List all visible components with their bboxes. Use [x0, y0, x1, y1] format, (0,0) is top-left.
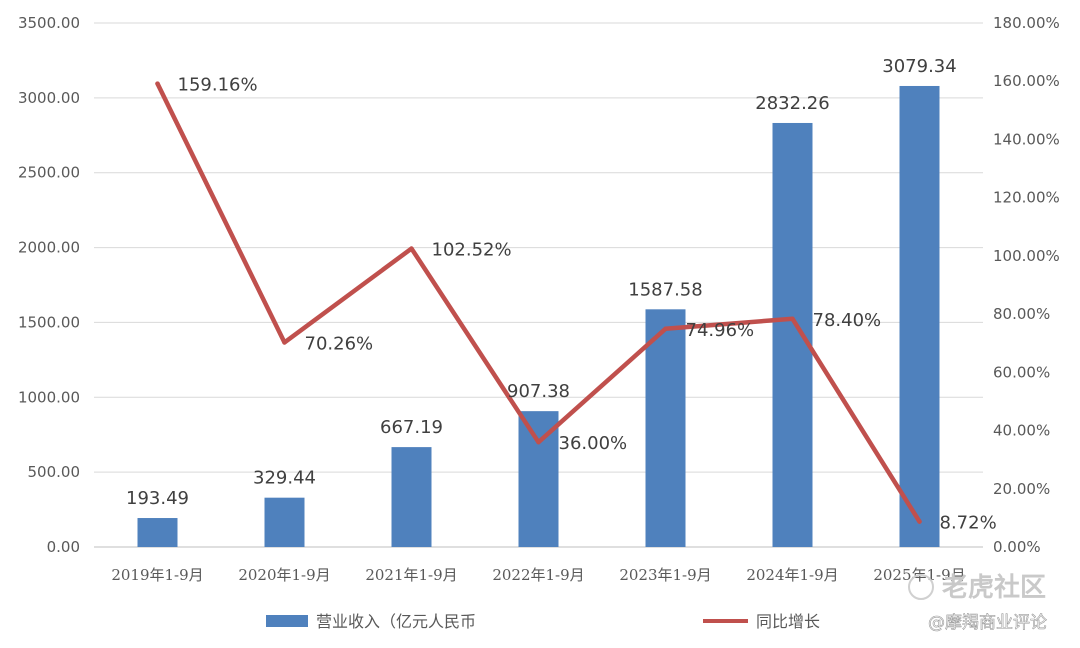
line-value-label: 70.26% [305, 333, 374, 354]
line-point [663, 326, 668, 331]
bar [518, 411, 559, 547]
line-value-label: 8.72% [940, 513, 997, 534]
bar-value-label: 667.19 [380, 417, 443, 438]
line-series [155, 81, 922, 524]
x-tick-label: 2019年1-9月 [111, 566, 203, 584]
bar-series [137, 85, 940, 547]
y-right-tick-label: 60.00% [993, 363, 1050, 381]
line-point [917, 519, 922, 524]
line-value-label: 78.40% [813, 310, 882, 331]
line-value-label: 102.52% [432, 240, 512, 261]
y-left-tick-label: 1500.00 [18, 313, 80, 331]
x-tick-label: 2024年1-9月 [746, 566, 838, 584]
x-axis: 2019年1-9月 2020年1-9月 2021年1-9月 2022年1-9月 2023… [111, 566, 965, 584]
legend: 营业收入（亿元人民币 同比增长 [266, 612, 820, 631]
y-right-tick-label: 40.00% [993, 422, 1050, 440]
bar-value-label: 3079.34 [882, 56, 956, 77]
x-tick-label: 2021年1-9月 [365, 566, 457, 584]
right-axis: 0.00% 20.00% 40.00% 60.00% 80.00% 100.00% 120.… [993, 14, 1060, 556]
y-left-tick-label: 2500.00 [18, 164, 80, 182]
bar-value-label: 193.49 [126, 488, 189, 509]
y-right-tick-label: 100.00% [993, 247, 1060, 265]
line-value-label: 159.16% [178, 75, 258, 96]
y-right-tick-label: 80.00% [993, 305, 1050, 323]
y-left-tick-label: 500.00 [28, 463, 81, 481]
legend-bar-swatch [266, 615, 308, 627]
left-axis: 0.00 500.00 1000.00 1500.00 2000.00 2500.00 30… [18, 14, 80, 556]
y-right-tick-label: 160.00% [993, 72, 1060, 90]
gridlines [94, 22, 983, 548]
line-point [409, 246, 414, 251]
line-point [155, 81, 160, 86]
y-right-tick-label: 140.00% [993, 130, 1060, 148]
data-labels: 193.49 329.44 667.19 907.38 1587.58 2832.26 30… [126, 56, 997, 534]
bar [391, 447, 432, 547]
bar [772, 122, 813, 547]
y-left-tick-label: 0.00 [47, 538, 80, 556]
watermark-logo-icon [908, 574, 934, 600]
watermark-brand: 老虎社区 [942, 572, 1046, 603]
y-right-tick-label: 180.00% [993, 14, 1060, 32]
y-right-tick-label: 0.00% [993, 538, 1041, 556]
line-point [790, 316, 795, 321]
watermark-author: @摩羯商业评论 [928, 613, 1047, 633]
bar-value-label: 329.44 [253, 468, 316, 489]
legend-line-label: 同比增长 [756, 612, 820, 631]
line-value-label: 36.00% [559, 433, 628, 454]
bar-value-label: 1587.58 [628, 279, 702, 300]
y-left-tick-label: 3500.00 [18, 14, 80, 32]
bar [645, 309, 686, 547]
y-right-tick-label: 120.00% [993, 189, 1060, 207]
x-tick-label: 2022年1-9月 [492, 566, 584, 584]
line-point [536, 440, 541, 445]
bar-value-label: 907.38 [507, 381, 570, 402]
legend-bar-label: 营业收入（亿元人民币 [316, 612, 476, 631]
y-left-tick-label: 3000.00 [18, 89, 80, 107]
x-tick-label: 2020年1-9月 [238, 566, 330, 584]
y-left-tick-label: 1000.00 [18, 388, 80, 406]
y-left-tick-label: 2000.00 [18, 239, 80, 257]
y-right-tick-label: 20.00% [993, 480, 1050, 498]
x-tick-label: 2023年1-9月 [619, 566, 711, 584]
bar [899, 85, 940, 547]
line-value-label: 74.96% [686, 320, 755, 341]
bar-value-label: 2832.26 [755, 93, 829, 114]
line-point [282, 340, 287, 345]
bar [264, 497, 305, 547]
bar [137, 518, 178, 547]
watermark: 老虎社区 @摩羯商业评论 [908, 572, 1047, 633]
